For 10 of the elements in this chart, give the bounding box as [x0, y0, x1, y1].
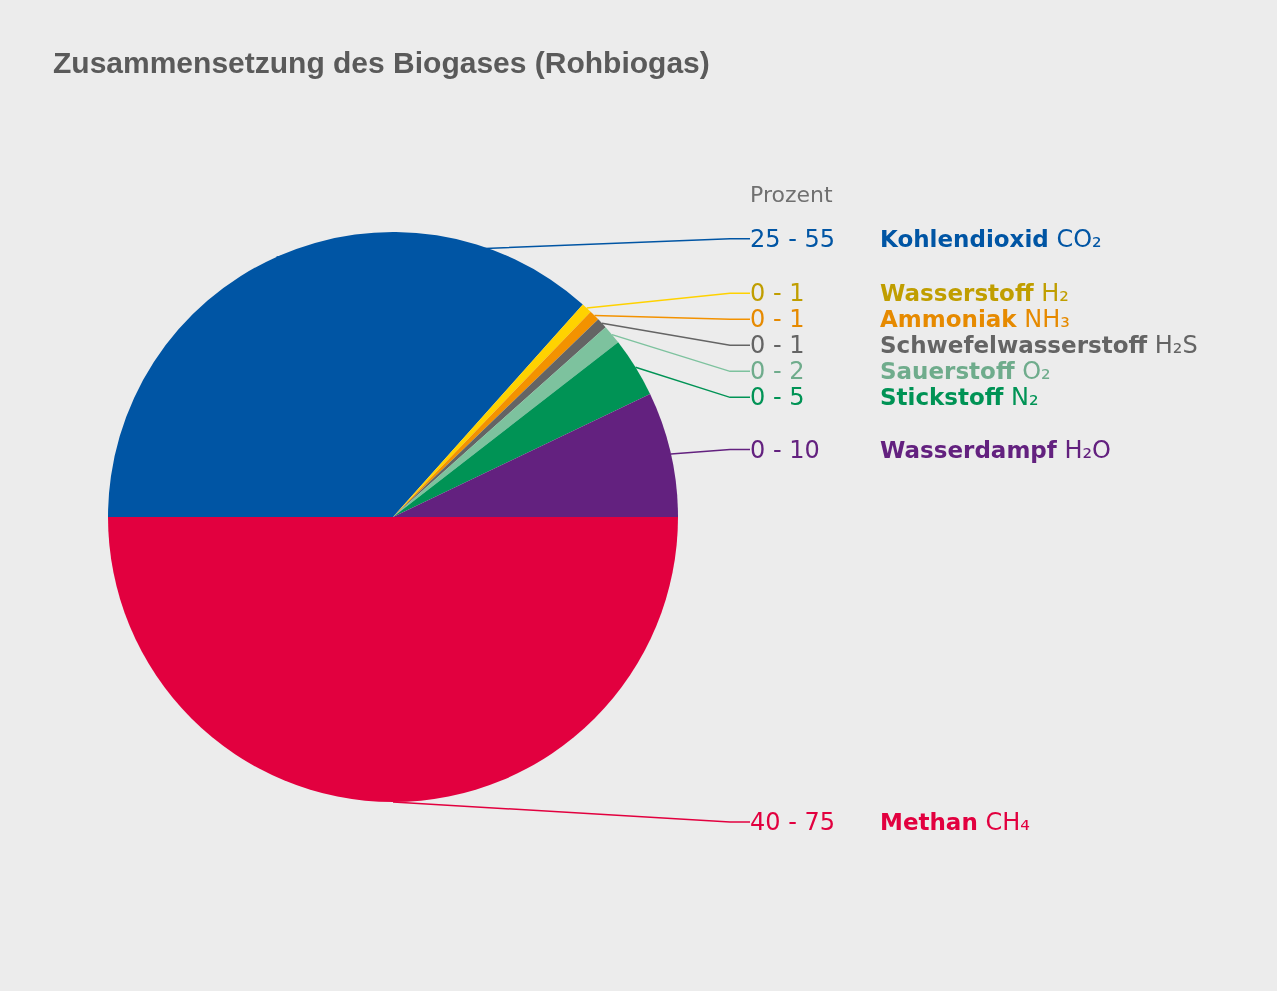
category-label: 0 - 1 Schwefelwasserstoff H₂S: [750, 331, 1198, 360]
category-label: 0 - 1 Wasserstoff H₂: [750, 279, 1069, 308]
category-label: 0 - 1 Ammoniak NH₃: [750, 305, 1070, 334]
category-label: 25 - 55 Kohlendioxid CO₂: [750, 224, 1102, 253]
category-label: 40 - 75 Methan CH₄: [750, 808, 1030, 836]
category-label: 0 - 5 Stickstoff N₂: [750, 383, 1039, 412]
category-label: 0 - 2 Sauerstoff O₂: [750, 357, 1051, 386]
legend-title: Prozent: [750, 181, 833, 207]
chart-title: Zusammensetzung des Biogases (Rohbiogas): [53, 45, 710, 79]
category-label: 0 - 10 Wasserdampf H₂O: [750, 435, 1111, 464]
